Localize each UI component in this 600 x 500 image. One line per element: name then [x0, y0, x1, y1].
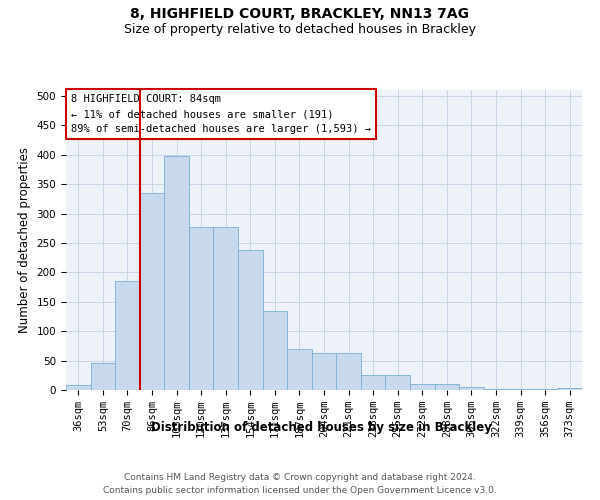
Text: Contains HM Land Registry data © Crown copyright and database right 2024.
Contai: Contains HM Land Registry data © Crown c… [103, 474, 497, 495]
Bar [214, 227, 238, 390]
Bar [91, 363, 115, 390]
Bar [385, 376, 410, 390]
Bar [238, 250, 263, 390]
Bar [484, 389, 508, 390]
Text: Size of property relative to detached houses in Brackley: Size of property relative to detached ho… [124, 22, 476, 36]
Bar [115, 281, 140, 390]
Text: 8, HIGHFIELD COURT, BRACKLEY, NN13 7AG: 8, HIGHFIELD COURT, BRACKLEY, NN13 7AG [131, 8, 470, 22]
Bar [287, 349, 312, 390]
Bar [459, 387, 484, 390]
Text: 8 HIGHFIELD COURT: 84sqm
← 11% of detached houses are smaller (191)
89% of semi-: 8 HIGHFIELD COURT: 84sqm ← 11% of detach… [71, 94, 371, 134]
Bar [164, 156, 189, 390]
Bar [410, 384, 434, 390]
Bar [263, 310, 287, 390]
Bar [361, 376, 385, 390]
Bar [557, 388, 582, 390]
Bar [312, 353, 336, 390]
Bar [140, 193, 164, 390]
Bar [66, 386, 91, 390]
Bar [336, 353, 361, 390]
Y-axis label: Number of detached properties: Number of detached properties [18, 147, 31, 333]
Bar [434, 384, 459, 390]
Bar [189, 227, 214, 390]
Text: Distribution of detached houses by size in Brackley: Distribution of detached houses by size … [151, 421, 491, 434]
